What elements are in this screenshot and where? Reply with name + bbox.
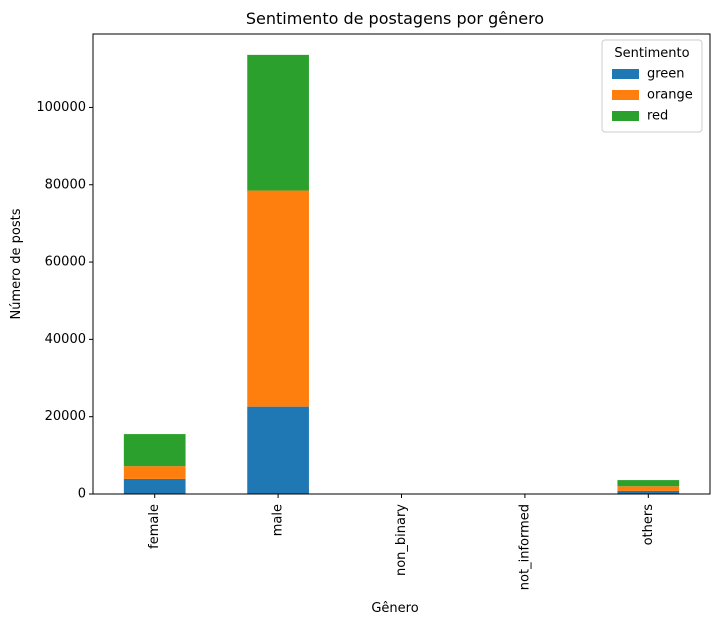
bar-male-orange — [247, 190, 309, 407]
y-tick-label: 0 — [78, 487, 86, 502]
y-tick-label: 20000 — [45, 409, 86, 424]
y-tick-label: 60000 — [45, 255, 86, 270]
legend-label-orange: orange — [647, 88, 693, 103]
legend-label-green: green — [647, 67, 685, 82]
y-axis-label: Número de posts — [9, 208, 24, 319]
x-tick-label-female: female — [147, 504, 162, 549]
bar-others-green — [617, 490, 680, 494]
bar-female-green — [123, 478, 186, 494]
x-tick-label-non_binary: non_binary — [394, 504, 409, 576]
bar-female-red — [123, 434, 186, 467]
x-axis-label: Gênero — [371, 601, 418, 616]
y-tick-label: 80000 — [45, 177, 86, 192]
legend-swatch-red — [612, 111, 639, 121]
x-tick-label-not_informed: not_informed — [517, 504, 532, 590]
bar-others-orange — [617, 486, 680, 491]
legend-box — [601, 39, 703, 133]
legend-swatch-green — [612, 69, 639, 79]
bar-others-red — [617, 480, 680, 487]
legend-label-red: red — [647, 109, 668, 124]
bar-female-orange — [123, 466, 186, 479]
legend-swatch-orange — [612, 90, 639, 100]
chart-title: Sentimento de postagens por gênero — [246, 9, 544, 28]
y-tick-label: 100000 — [36, 100, 86, 115]
bar-male-red — [247, 54, 309, 191]
legend-title: Sentimento — [614, 46, 689, 61]
x-tick-label-male: male — [271, 504, 286, 536]
x-tick-label-others: others — [641, 504, 656, 546]
y-tick-label: 40000 — [45, 332, 86, 347]
plot-area: female male non_binary not_informed others 0 2… — [36, 33, 711, 590]
legend: Sentimento green orange red — [601, 39, 703, 133]
plot-frame — [92, 33, 711, 495]
bar-male-green — [247, 406, 309, 494]
